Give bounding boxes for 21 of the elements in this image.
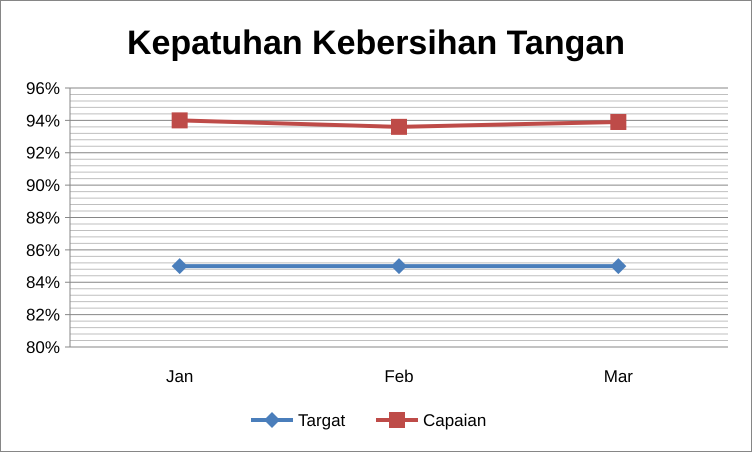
x-tick-label: Mar xyxy=(604,367,634,386)
y-tick-label: 82% xyxy=(26,306,60,325)
x-tick-label: Jan xyxy=(166,367,194,386)
point xyxy=(391,258,407,274)
y-tick-label: 94% xyxy=(26,111,60,130)
legend-label: Targat xyxy=(298,410,346,430)
legend-label: Capaian xyxy=(423,410,486,430)
y-tick-label: 96% xyxy=(26,78,60,98)
y-tick-label: 86% xyxy=(26,240,60,260)
point xyxy=(391,118,407,135)
x-tick-label: Feb xyxy=(384,367,414,386)
y-tick-label: 90% xyxy=(26,176,60,196)
point xyxy=(610,258,626,274)
point xyxy=(172,112,188,128)
y-tick-label: 84% xyxy=(26,273,60,292)
y-tick-label: 80% xyxy=(26,338,60,357)
chart-title: Kepatuhan Kebersihan Tangan xyxy=(126,24,626,62)
y-tick-label: 88% xyxy=(26,208,60,228)
point xyxy=(610,114,626,130)
y-tick-label: 92% xyxy=(26,144,60,163)
point xyxy=(172,258,188,274)
